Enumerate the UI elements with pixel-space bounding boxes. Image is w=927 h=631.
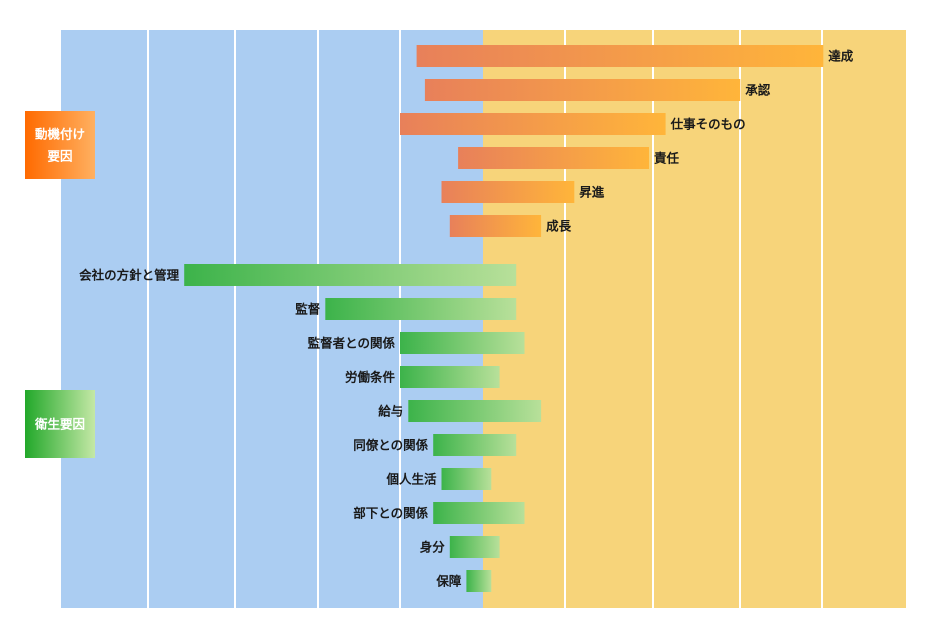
motivator-bar-1 [424,79,741,101]
motivator-bar-5 [449,215,542,237]
motivator-label-5: 成長 [546,219,572,234]
motivator-bar-3 [458,147,649,169]
group-box-1 [25,390,95,458]
hygiene-bar-7 [433,502,525,524]
motivator-bar-4 [441,181,575,203]
hygiene-label-1: 監督 [295,302,321,317]
hygiene-label-3: 労働条件 [345,370,396,385]
hygiene-bar-3 [400,366,500,388]
hygiene-bar-6 [441,468,492,490]
hygiene-label-0: 会社の方針と管理 [79,268,180,283]
hygiene-label-2: 監督者との関係 [308,336,396,351]
motivator-bar-0 [416,45,824,67]
hygiene-bar-9 [466,570,492,592]
group-box-0 [25,111,95,179]
motivator-label-1: 承認 [745,83,771,98]
hygiene-bar-2 [400,332,525,354]
hygiene-label-9: 保障 [435,574,462,589]
hygiene-label-8: 身分 [420,540,446,555]
motivator-bar-2 [400,113,666,135]
hygiene-label-7: 部下との関係 [353,506,428,521]
motivator-label-4: 昇進 [579,185,605,200]
hygiene-label-4: 給与 [378,404,403,419]
group-label-0: 動機付け要因 [35,127,85,164]
hygiene-bar-8 [449,536,500,558]
motivator-label-2: 仕事そのもの [670,117,746,132]
labels-layer: 達成承認仕事そのもの責任昇進成長会社の方針と管理監督監督者との関係労働条件給与同… [79,49,854,589]
bars-layer [184,45,824,592]
group-label-1: 衛生要因 [34,417,85,432]
hygiene-bar-0 [184,264,517,286]
hygiene-bar-4 [408,400,542,422]
hygiene-label-5: 同僚との関係 [353,438,428,453]
hygiene-bar-5 [433,434,517,456]
motivator-label-0: 達成 [828,49,854,64]
hygiene-label-6: 個人生活 [385,472,437,487]
motivator-label-3: 責任 [654,151,680,166]
hygiene-bar-1 [325,298,517,320]
